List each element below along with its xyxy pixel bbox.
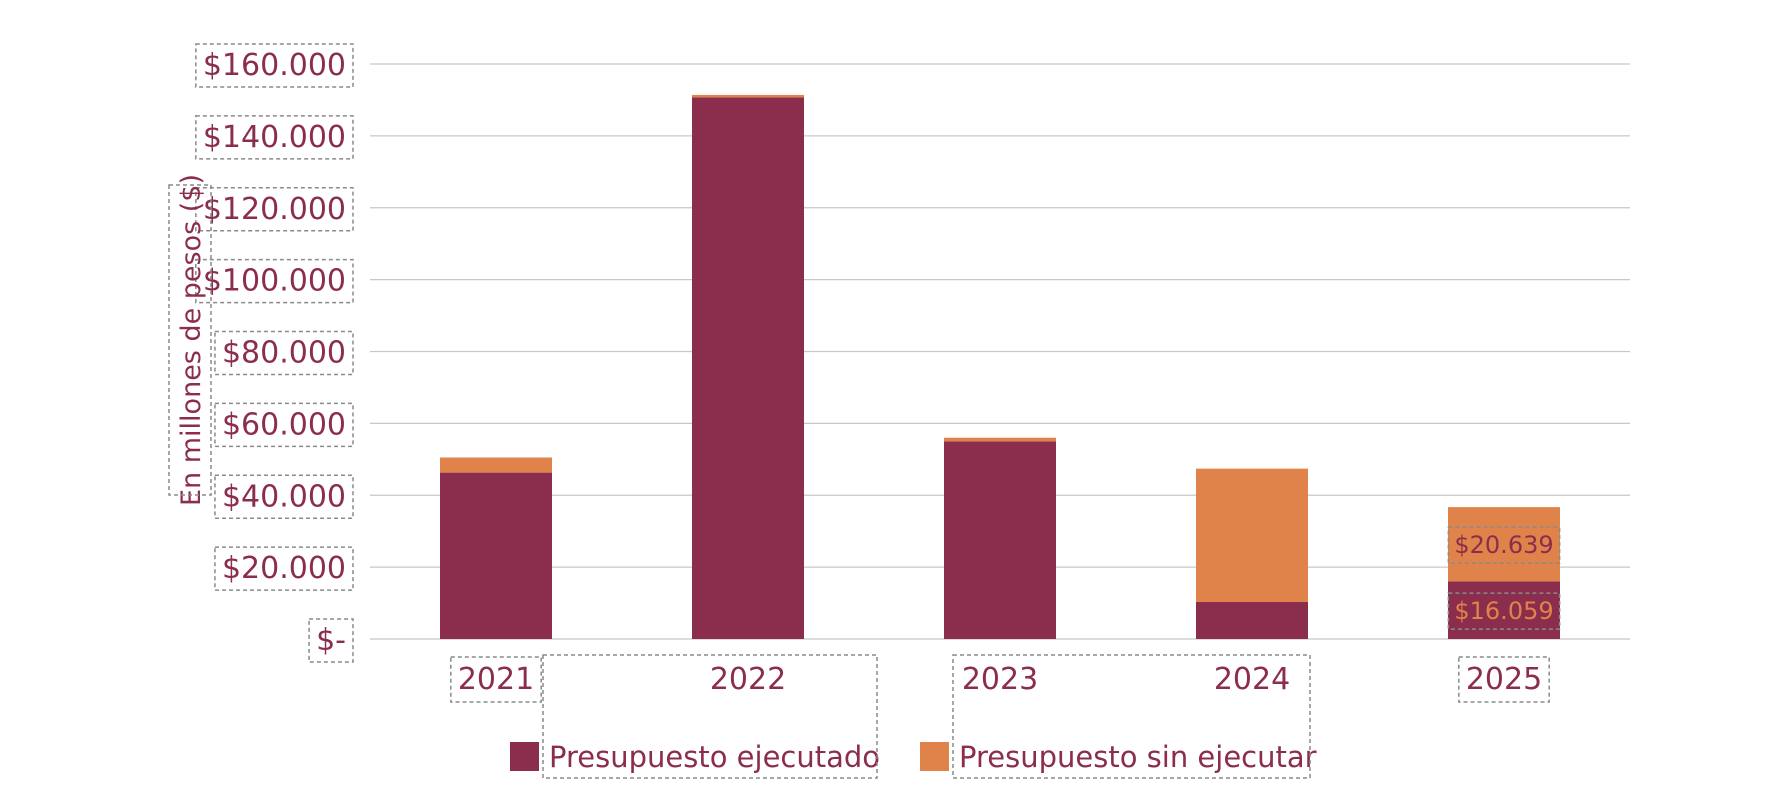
bar-2022-ejecutado (692, 97, 804, 639)
x-tick-label: 2024 (1214, 662, 1290, 697)
y-tick-label: $100.000 (203, 264, 346, 299)
y-tick-label: $60.000 (222, 407, 346, 442)
bar-2024-sin-ejecutar (1196, 468, 1308, 602)
y-axis-label-group: En millones de pesos ($) (168, 174, 212, 506)
annotations: $20.639 $16.059 (1447, 526, 1561, 630)
legend-swatch-ejecutado (510, 742, 539, 771)
legend-item-box (952, 654, 1311, 779)
bar-2025-sin-ejecutar (1448, 507, 1560, 582)
y-tick-label: $160.000 (203, 48, 346, 83)
x-tick-label: 2023 (962, 662, 1038, 697)
y-tick-label: $120.000 (203, 192, 346, 227)
bar-2022-sin-ejecutar (692, 94, 804, 98)
y-axis-ticks: $- $20.000 $40.000 $60.000 $80.000 $100.000 $1… (195, 43, 354, 663)
data-label-box (1447, 526, 1561, 564)
data-label-sin-ejecutar: $20.639 (1454, 531, 1553, 559)
x-tick-label-box (1458, 656, 1550, 703)
x-tick-label: 2022 (710, 662, 786, 697)
y-axis-title-box (168, 184, 212, 496)
y-tick-label-box (195, 115, 354, 160)
gridlines (370, 63, 1630, 640)
data-label-box (1447, 592, 1561, 630)
bar-2023-ejecutado (944, 441, 1056, 639)
x-tick-label-box (450, 656, 542, 703)
y-tick-label-box (195, 43, 354, 88)
y-tick-label: $- (316, 623, 346, 658)
y-tick-label-box (195, 258, 354, 304)
bar-2021-sin-ejecutar (440, 457, 552, 473)
y-tick-label: $140.000 (203, 120, 346, 155)
y-tick-label: $40.000 (222, 479, 346, 514)
y-tick-label: $20.000 (222, 551, 346, 586)
legend: Presupuesto ejecutado Presupuesto sin eje… (510, 654, 1317, 779)
legend-label-ejecutado: Presupuesto ejecutado (549, 740, 880, 774)
legend-item-box (542, 654, 878, 779)
legend-label-sin-ejecutar: Presupuesto sin ejecutar (959, 740, 1317, 774)
bar-2023-sin-ejecutar (944, 437, 1056, 442)
x-tick-label: 2021 (458, 662, 534, 697)
y-tick-label-box (195, 187, 354, 232)
x-tick-label: 2025 (1466, 662, 1542, 697)
y-tick-label: $80.000 (222, 336, 346, 371)
bars (440, 94, 1560, 639)
legend-swatch-sin-ejecutar (920, 742, 949, 771)
x-axis-ticks: 2021 2022 2023 2024 2025 (450, 656, 1550, 703)
y-axis-title: En millones de pesos ($) (176, 174, 207, 506)
bar-2021-ejecutado (440, 472, 552, 639)
y-tick-label-box (308, 618, 354, 663)
bar-2024-ejecutado (1196, 601, 1308, 639)
data-label-ejecutado: $16.059 (1454, 597, 1553, 625)
